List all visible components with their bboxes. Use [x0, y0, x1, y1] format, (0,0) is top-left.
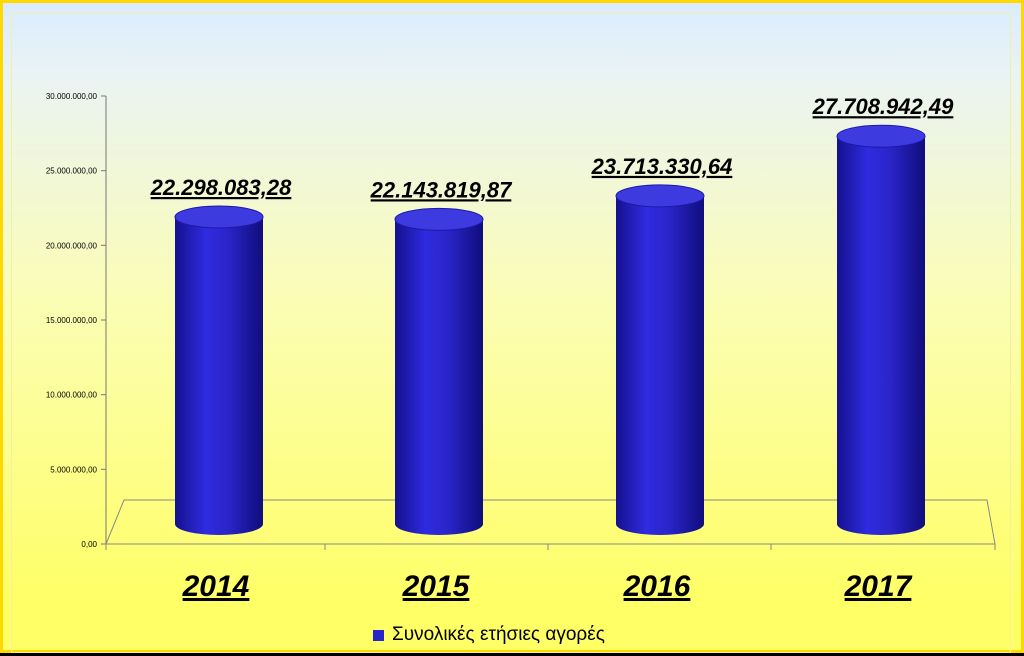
bar-body [616, 195, 704, 536]
legend-label: Συνολικές ετήσιες αγορές [392, 624, 605, 645]
bar-body [395, 219, 483, 535]
y-tick-label: 5.000.000,00 [50, 465, 97, 474]
bar-2015 [394, 207, 484, 535]
legend: Συνολικές ετήσιες αγορές [373, 624, 605, 646]
data-label-2014: 22.298.083,28 [150, 175, 292, 200]
data-label-2017: 27.708.942,49 [812, 94, 954, 119]
x-tick-label-2016: 2016 [623, 570, 691, 603]
y-tick-label: 10.000.000,00 [46, 391, 98, 400]
bar-2016 [615, 184, 705, 536]
y-tick-label: 20.000.000,00 [46, 241, 98, 250]
chart-labels: 0,00 5.000.000,00 10.000.000,00 15.000.000,… [46, 92, 954, 603]
data-label-2015: 22.143.819,87 [370, 177, 513, 202]
chart-floor [105, 499, 996, 545]
bar-top [174, 205, 264, 229]
chart-axes [101, 95, 996, 550]
y-tick-label: 15.000.000,00 [46, 316, 98, 325]
legend-swatch [373, 629, 384, 641]
x-tick-label-2017: 2017 [844, 570, 913, 603]
x-tick-label-2014: 2014 [182, 570, 250, 603]
y-tick-label: 30.000.000,00 [46, 92, 98, 101]
bar-chart: 0,00 5.000.000,00 10.000.000,00 15.000.000,… [46, 92, 996, 603]
y-tick-label: 25.000.000,00 [46, 167, 98, 176]
bar-2017 [836, 124, 926, 535]
bar-2014 [174, 205, 264, 535]
data-label-2016: 23.713.330,64 [591, 154, 733, 179]
x-tick-label-2015: 2015 [402, 570, 471, 603]
bar-body [175, 217, 263, 535]
bar-body [837, 136, 925, 535]
chart-bars [174, 124, 926, 536]
bar-top [836, 124, 926, 148]
bar-top [394, 207, 484, 231]
bar-top [615, 184, 705, 208]
y-tick-label: 0,00 [81, 540, 97, 549]
